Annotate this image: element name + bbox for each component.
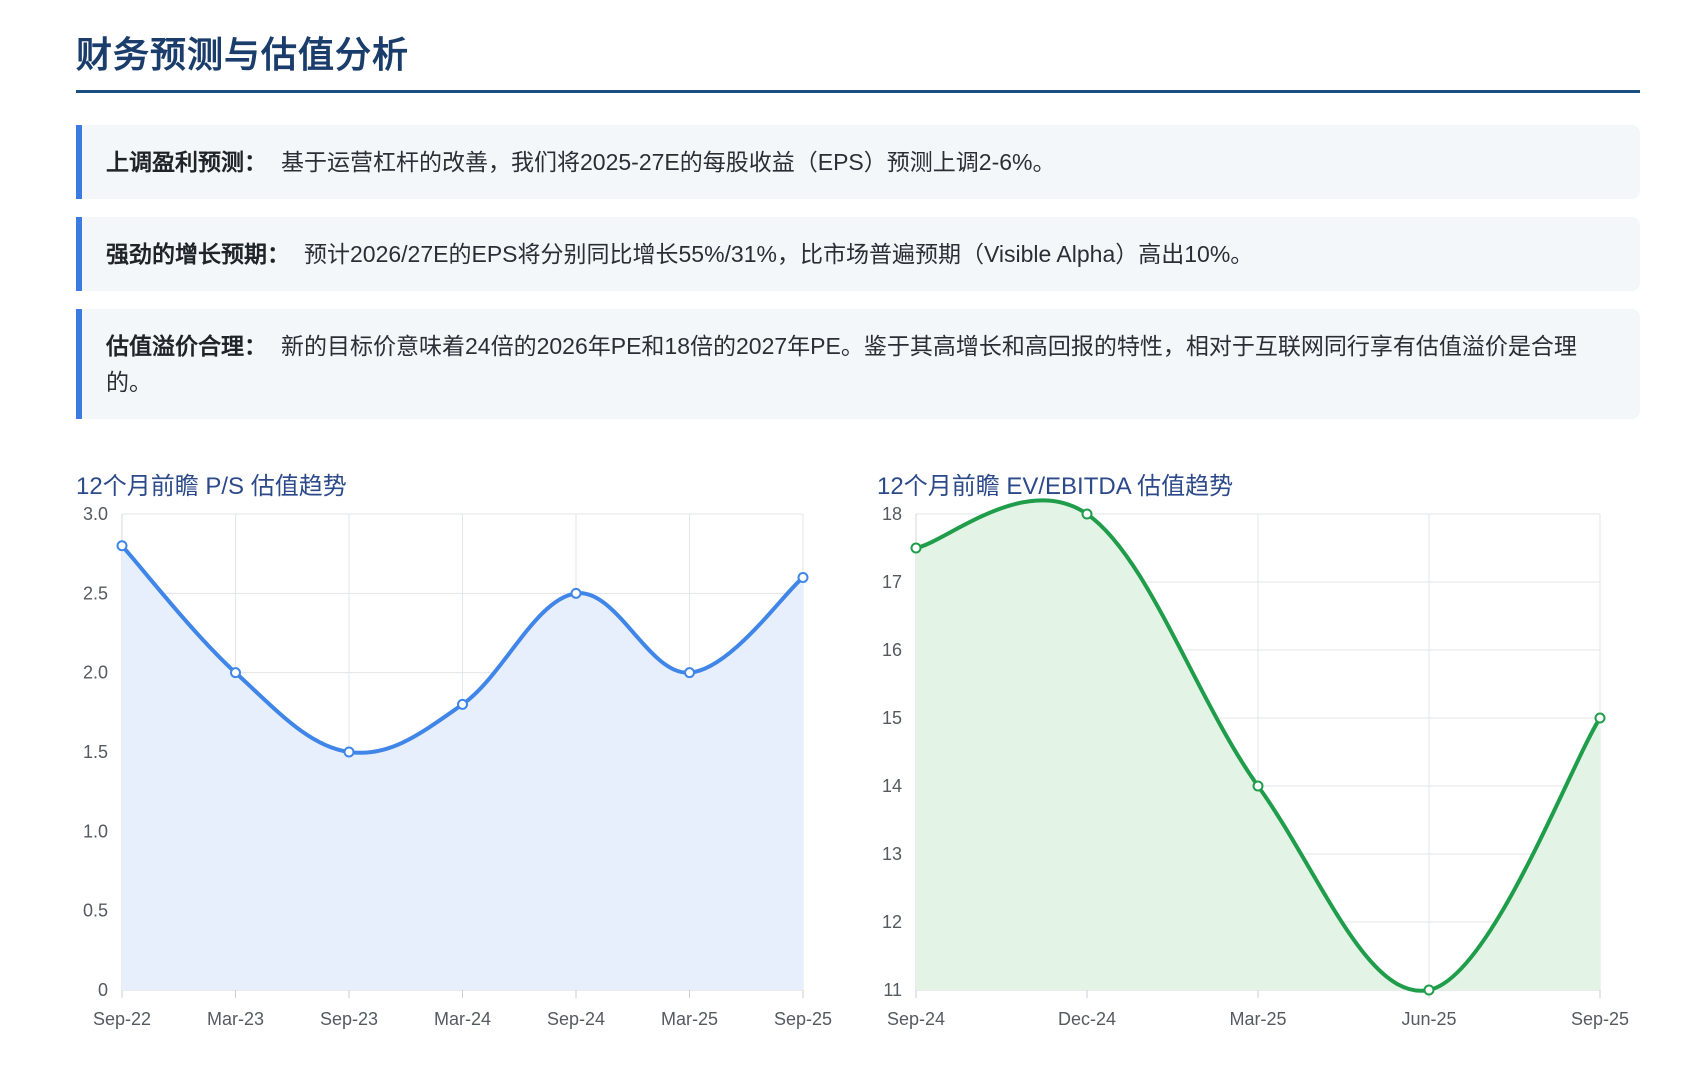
ps-x-tick-label: Sep-25	[774, 1009, 832, 1029]
ps-x-tick-label: Mar-25	[661, 1009, 718, 1029]
ev-data-point	[1423, 984, 1435, 996]
ev-y-tick-label: 17	[882, 572, 902, 592]
ev-y-tick-label: 14	[882, 776, 902, 796]
callout-label: 估值溢价合理：	[106, 333, 267, 359]
callout-growth-outlook: 强劲的增长预期： 预计2026/27E的EPS将分别同比增长55%/31%，比市场…	[76, 217, 1640, 291]
callout-label: 强劲的增长预期：	[106, 241, 290, 267]
ps-data-point	[684, 667, 695, 679]
ev-x-tick-label: Jun-25	[1401, 1009, 1456, 1029]
ps-data-point	[116, 540, 128, 552]
ev-y-tick-label: 15	[882, 708, 902, 728]
ps-y-tick-label: 3.0	[83, 504, 108, 524]
ev-y-tick-label: 13	[882, 844, 902, 864]
ps-x-tick-label: Mar-24	[434, 1009, 491, 1029]
ev-y-tick-label: 11	[883, 980, 902, 1000]
callout-text: 新的目标价意味着24倍的2026年PE和18倍的2027年PE。鉴于其高增长和高…	[106, 333, 1577, 395]
ps-x-tick-label: Mar-23	[207, 1009, 264, 1029]
title-divider	[76, 90, 1640, 93]
ps-x-tick-label: Sep-22	[93, 1009, 151, 1029]
ps-y-tick-label: 0	[98, 980, 108, 1000]
ev-ebitda-chart-title: 12个月前瞻 EV/EBITDA 估值趋势	[877, 473, 1234, 500]
ps-data-point	[343, 746, 355, 758]
page-title: 财务预测与估值分析	[76, 34, 410, 75]
ev-data-point	[910, 542, 922, 554]
ev-y-tick-label: 18	[882, 504, 902, 524]
ps-y-tick-label: 1.5	[83, 742, 108, 762]
ev-x-tick-label: Sep-24	[887, 1009, 945, 1029]
callout-text: 预计2026/27E的EPS将分别同比增长55%/31%，比市场普遍预期（Vis…	[304, 241, 1254, 267]
ps-y-tick-label: 0.5	[83, 901, 108, 921]
ev-y-tick-label: 12	[882, 912, 902, 932]
ps-data-point	[230, 667, 241, 679]
ps-data-point	[570, 587, 582, 599]
ps-data-point	[457, 698, 468, 710]
ps-data-point	[797, 571, 809, 583]
ps-x-tick-label: Sep-23	[320, 1009, 378, 1029]
callout-text: 基于运营杠杆的改善，我们将2025-27E的每股收益（EPS）预测上调2-6%。	[281, 149, 1056, 175]
ps-y-tick-label: 2.0	[83, 663, 108, 683]
ev-series-line	[914, 498, 1602, 993]
ps-y-tick-label: 2.5	[83, 583, 108, 603]
ev-area-fill	[916, 500, 1600, 991]
ps-chart-title: 12个月前瞻 P/S 估值趋势	[76, 473, 347, 500]
ps-area-fill	[122, 545, 803, 990]
ps-x-tick-label: Sep-24	[547, 1009, 605, 1029]
callout-label: 上调盈利预测：	[106, 149, 267, 175]
callout-earnings-revision: 上调盈利预测： 基于运营杠杆的改善，我们将2025-27E的每股收益（EPS）预测…	[76, 125, 1640, 199]
ev-data-point	[1252, 780, 1264, 792]
ev-x-tick-label: Sep-25	[1571, 1009, 1629, 1029]
ev-x-tick-label: Dec-24	[1058, 1009, 1116, 1029]
ev-y-tick-label: 16	[882, 640, 902, 660]
ev-data-point	[1081, 508, 1093, 520]
ps-y-tick-label: 1.0	[83, 821, 108, 841]
ev-data-point	[1594, 712, 1606, 724]
callout-valuation-premium: 估值溢价合理： 新的目标价意味着24倍的2026年PE和18倍的2027年PE。鉴…	[76, 309, 1640, 419]
ev-x-tick-label: Mar-25	[1229, 1009, 1286, 1029]
